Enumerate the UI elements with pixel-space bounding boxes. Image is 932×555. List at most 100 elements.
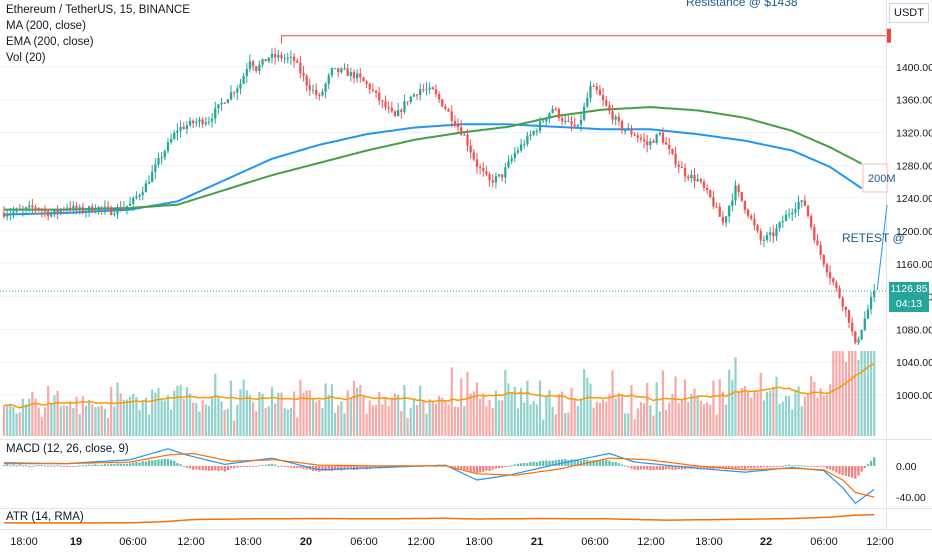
candle-body [567,120,570,122]
candle-body [784,214,788,222]
volume-indicator-label[interactable]: Vol (20) [6,52,46,64]
volume-bar [116,382,119,436]
volume-bar [239,389,242,436]
volume-bar [337,405,340,436]
candle-body [31,205,34,208]
macd-histogram-bar [532,461,535,466]
candle-body [705,187,709,191]
macd-histogram-bar [24,465,28,467]
candle-body [523,144,526,146]
volume-bar [248,395,252,436]
volume-bar [699,400,702,436]
volume-bar [50,403,53,436]
candle-body [236,88,239,93]
macd-histogram-bar [185,465,188,468]
volume-bar [586,377,589,436]
macd-histogram-bar [299,465,302,469]
volume-bar [103,409,107,436]
volume-bar [198,411,201,436]
volume-bar [182,398,185,436]
macd-histogram-bar [665,465,668,470]
chart-title[interactable]: Ethereum / TetherUS, 15, BINANCE [6,4,190,16]
volume-bar [718,379,721,436]
candle-body [453,120,457,126]
candle-body [91,206,94,212]
macd-histogram-bar [740,465,743,469]
candle-body [510,158,513,162]
volume-bar [214,373,217,436]
volume-bar [472,391,475,436]
macd-histogram-bar [762,465,765,467]
macd-histogram-bar [245,465,248,467]
ema-indicator-label[interactable]: EMA (200, close) [6,36,94,48]
candle-body [787,214,791,216]
candle-body [532,131,535,135]
macd-histogram-bar [633,465,636,470]
candle-body [620,121,624,131]
macd-histogram-bar [873,457,876,466]
ma-indicator-label[interactable]: MA (200, close) [6,20,86,32]
macd-histogram-bar [135,462,138,466]
volume-bar [264,408,267,436]
volume-bar [589,383,592,436]
macd-histogram-bar [772,465,775,467]
candle-body [192,120,195,124]
candle-body [274,53,277,58]
candle-body [813,226,816,241]
currency-unit-button[interactable]: USDT [889,3,929,23]
volume-bar [825,394,829,436]
macd-histogram-bar [825,465,829,469]
candle-body [548,112,551,119]
volume-bar [453,406,456,436]
volume-bar [425,413,428,436]
macd-histogram-bar [535,462,538,466]
volume-bar [100,405,103,436]
macd-histogram-bar [655,465,658,470]
macd-histogram-bar [384,465,387,468]
macd-histogram-bar [728,465,731,469]
macd-histogram-bar [819,465,822,467]
candle-body [346,68,349,76]
volume-bar [523,402,526,436]
macd-histogram-bar [210,465,214,471]
ma-annotation-label: 200M [868,173,896,185]
volume-bar [447,404,450,436]
candle-body [412,94,416,97]
candle-body [147,181,151,184]
volume-bar [450,367,453,436]
macd-histogram-bar [472,465,475,473]
macd-histogram-bar [668,465,671,470]
volume-ma-line [3,363,875,409]
macd-histogram-bar [207,465,211,471]
candle-body [422,89,425,91]
macd-histogram-bar [283,465,286,467]
candle-body [810,216,813,227]
macd-histogram-bar [176,462,179,466]
candle-body [557,109,561,119]
candle-body [217,104,220,109]
candle-body [456,125,460,128]
macd-histogram-bar [223,465,226,472]
candle-body [595,86,598,90]
candle-body [69,207,72,210]
candle-body [781,221,784,223]
macd-histogram-bar [479,465,482,473]
candle-body [157,158,160,165]
macd-histogram-bar [620,464,624,466]
macd-pane-label[interactable]: MACD (12, 26, close, 9) [6,443,129,455]
candle-body [624,130,627,132]
macd-histogram-bar [233,465,236,469]
macd-histogram-bar [847,465,851,477]
macd-histogram-bar [125,463,129,466]
macd-histogram-bar [504,465,507,468]
atr-pane-label[interactable]: ATR (14, RMA) [6,511,84,523]
candle-body [519,144,523,151]
volume-bar [743,385,747,436]
candle-body [491,180,494,183]
volume-bar [318,399,321,436]
macd-histogram-bar [731,465,734,470]
candle-body [47,211,50,217]
macd-histogram-bar [813,465,816,467]
